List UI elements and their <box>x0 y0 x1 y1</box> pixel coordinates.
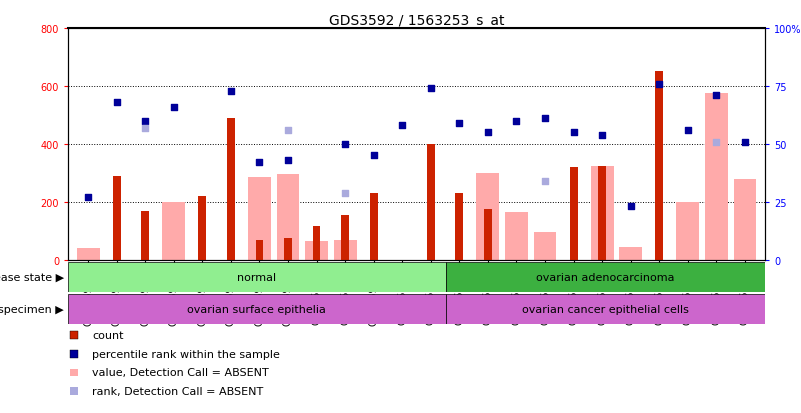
Bar <box>370 194 377 260</box>
Text: count: count <box>92 330 123 340</box>
Bar <box>705 94 728 260</box>
Point <box>682 127 694 134</box>
Point <box>111 100 123 106</box>
Bar <box>570 168 578 260</box>
Bar <box>676 202 699 260</box>
Point <box>710 139 723 145</box>
Bar <box>113 176 121 260</box>
Bar <box>619 247 642 260</box>
Point <box>253 160 266 166</box>
Bar <box>305 241 328 260</box>
Bar <box>734 179 756 260</box>
Point <box>481 130 494 136</box>
Point <box>567 130 580 136</box>
Point <box>339 190 352 197</box>
Point <box>710 93 723 99</box>
Point <box>282 157 295 164</box>
Point <box>653 81 666 88</box>
Point <box>167 104 180 111</box>
Bar <box>598 166 606 260</box>
Point <box>739 139 751 145</box>
Point <box>368 153 380 159</box>
Point <box>396 123 409 129</box>
Point <box>282 127 295 134</box>
Bar <box>484 210 492 260</box>
Point <box>67 332 80 339</box>
Bar <box>199 197 206 260</box>
Bar <box>256 240 264 260</box>
Bar <box>141 211 149 260</box>
Point <box>538 178 551 185</box>
Point <box>453 121 465 127</box>
Bar <box>284 239 292 260</box>
Bar <box>334 240 356 260</box>
Text: ovarian cancer epithelial cells: ovarian cancer epithelial cells <box>521 304 689 314</box>
Bar <box>248 178 271 260</box>
Bar <box>445 262 765 292</box>
Bar <box>505 212 528 260</box>
Bar <box>276 175 300 260</box>
Text: percentile rank within the sample: percentile rank within the sample <box>92 349 280 359</box>
Bar <box>341 216 349 260</box>
Point <box>67 350 80 357</box>
Point <box>596 132 609 139</box>
Bar <box>163 202 185 260</box>
Bar <box>456 194 463 260</box>
Point <box>67 387 80 394</box>
Bar <box>533 233 557 260</box>
Text: disease state ▶: disease state ▶ <box>0 272 64 282</box>
Point <box>224 88 237 95</box>
Text: normal: normal <box>237 272 276 282</box>
Point <box>510 118 523 125</box>
Point <box>82 195 95 201</box>
Point <box>339 141 352 148</box>
Text: value, Detection Call = ABSENT: value, Detection Call = ABSENT <box>92 367 269 377</box>
Point <box>425 86 437 93</box>
Text: ovarian adenocarcinoma: ovarian adenocarcinoma <box>536 272 674 282</box>
Bar <box>427 145 435 260</box>
Bar <box>68 262 445 292</box>
Point <box>67 369 80 376</box>
Bar <box>77 249 99 260</box>
Bar <box>590 166 614 260</box>
Bar <box>655 72 663 260</box>
Point <box>624 204 637 210</box>
Bar <box>477 173 499 260</box>
Point <box>139 118 151 125</box>
Bar <box>445 294 765 324</box>
Text: ovarian surface epithelia: ovarian surface epithelia <box>187 304 326 314</box>
Bar <box>227 119 235 260</box>
Text: specimen ▶: specimen ▶ <box>0 304 64 314</box>
Point <box>538 116 551 122</box>
Point <box>139 125 151 132</box>
Bar <box>68 294 445 324</box>
Title: GDS3592 / 1563253_s_at: GDS3592 / 1563253_s_at <box>328 14 505 28</box>
Bar <box>312 227 320 260</box>
Text: rank, Detection Call = ABSENT: rank, Detection Call = ABSENT <box>92 386 264 396</box>
